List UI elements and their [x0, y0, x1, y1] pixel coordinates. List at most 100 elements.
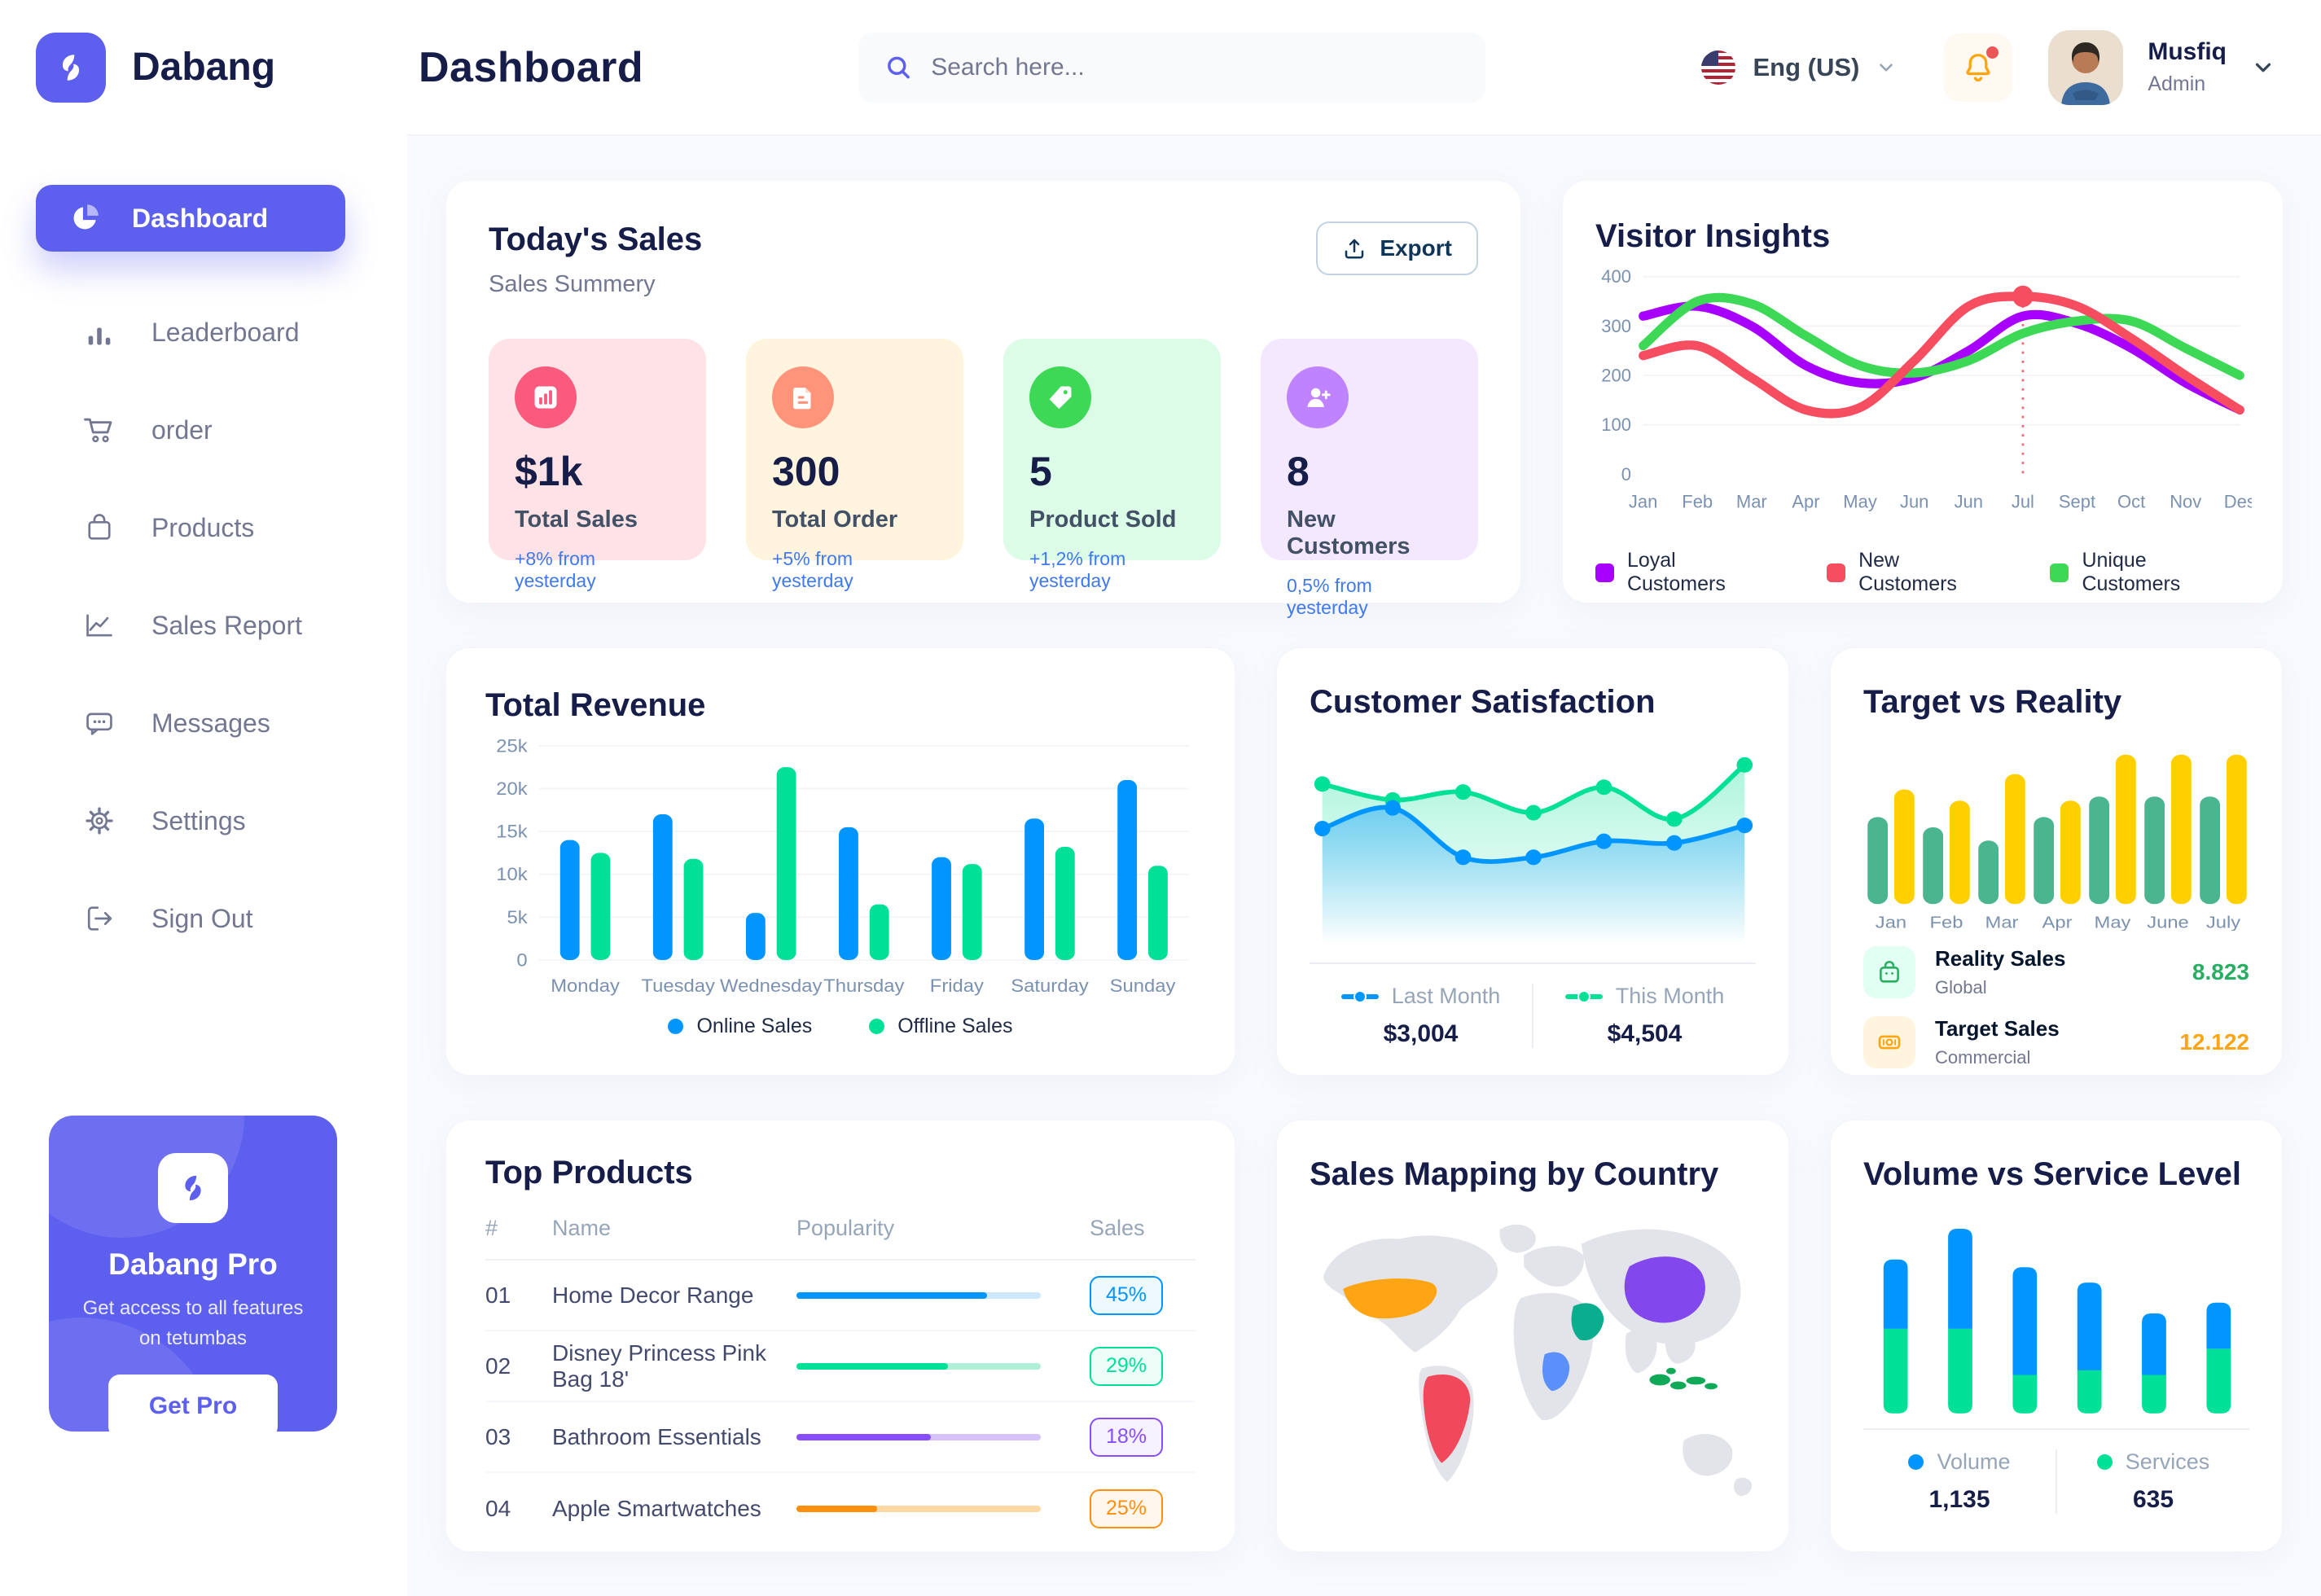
sidebar: Dashboard Leaderboard [0, 134, 407, 1596]
table-row[interactable]: 04 Apple Smartwatches 25% [485, 1473, 1196, 1544]
export-button[interactable]: Export [1316, 221, 1478, 275]
sidebar-nav: Dashboard Leaderboard [0, 134, 407, 983]
legend-label: Offline Sales [897, 1015, 1013, 1037]
search-icon [888, 56, 910, 78]
sidebar-item-order[interactable]: order [0, 397, 407, 463]
sidebar-item-messages[interactable]: Messages [0, 690, 407, 756]
svg-text:5k: 5k [507, 906, 528, 927]
product-name: Disney Princess Pink Bag 18' [552, 1340, 766, 1392]
table-row[interactable]: 03 Bathroom Essentials 18% [485, 1402, 1196, 1473]
row-3: Top Products # Name Popularity Sales 01 … [445, 1120, 2284, 1552]
svg-text:300: 300 [1601, 316, 1631, 336]
svg-text:Jun: Jun [1955, 491, 1983, 511]
reality-sales-row: Reality Sales Global 8.823 [1863, 946, 2249, 998]
sales-stat-cards: $1k Total Sales +8% from yesterday [489, 339, 1478, 618]
sidebar-item-products[interactable]: Products [0, 494, 407, 561]
stat-card-product-sold: 5 Product Sold +1,2% from yesterday [1003, 339, 1221, 591]
col-popularity: Popularity [796, 1216, 895, 1240]
target-sales-value: 12.122 [2179, 1029, 2249, 1054]
svg-text:0: 0 [516, 949, 527, 970]
row-1: Today's Sales Sales Summery Export [445, 180, 2284, 618]
svg-text:Nov: Nov [2170, 491, 2202, 511]
svg-text:Feb: Feb [1682, 491, 1713, 511]
avatar[interactable] [2048, 29, 2124, 105]
popularity-bar [796, 1505, 1041, 1512]
sidebar-item-label: Settings [151, 805, 246, 835]
svg-text:Sunday: Sunday [1110, 976, 1176, 996]
legend-label: Services [2125, 1449, 2210, 1474]
visitor-insights-title: Visitor Insights [1595, 218, 1831, 254]
product-name: Bathroom Essentials [552, 1423, 761, 1449]
stat-label: Total Sales [515, 506, 638, 533]
total-revenue-legend: Online Sales Offline Sales [485, 1015, 1196, 1038]
legend-sublabel: Global [1935, 977, 1987, 998]
sidebar-item-sign-out[interactable]: Sign Out [0, 885, 407, 952]
svg-text:Tuesday: Tuesday [641, 976, 715, 996]
world-map [1323, 1224, 1753, 1497]
unique-customers-swatch [2050, 563, 2069, 582]
sales-badge: 29% [1090, 1346, 1163, 1386]
total-revenue-card: Total Revenue 0 5k 10k 15k 20k 25k Monday Tuesd… [445, 647, 1235, 1076]
visitor-insights-card: Visitor Insights 0 100 200 300 400 Jan Feb Mar A… [1562, 180, 2284, 603]
user-block[interactable]: Musfiq Admin [2148, 38, 2227, 96]
dabang-logo-icon [62, 54, 80, 81]
stat-delta: +1,2% from yesterday [1029, 548, 1126, 591]
last-month-marker [1340, 989, 1379, 1003]
svg-text:Friday: Friday [930, 976, 985, 996]
svg-text:0: 0 [1621, 464, 1631, 484]
legend-label: This Month [1615, 984, 1725, 1008]
notifications-button[interactable] [1944, 33, 2013, 102]
svg-text:Saturday: Saturday [1011, 976, 1089, 996]
get-pro-button[interactable]: Get Pro [108, 1375, 278, 1432]
brand-logo[interactable] [36, 32, 106, 103]
col-sales: Sales [1090, 1216, 1145, 1240]
chevron-down-icon [1880, 63, 1893, 72]
svg-text:Sept: Sept [2059, 491, 2096, 511]
offline-sales-dot [869, 1019, 885, 1034]
search-input[interactable] [931, 53, 1460, 81]
sales-mapping-title: Sales Mapping by Country [1310, 1156, 1719, 1192]
language-selector[interactable]: Eng (US) [1700, 50, 1897, 86]
sidebar-item-label: Messages [151, 708, 270, 738]
brand-name: Dabang [132, 46, 276, 89]
sidebar-item-label: order [151, 414, 213, 445]
svg-text:May: May [2095, 913, 2132, 931]
gear-icon [81, 803, 117, 839]
sales-mapping-card: Sales Mapping by Country [1276, 1120, 1789, 1552]
sidebar-item-dashboard[interactable]: Dashboard [36, 185, 345, 252]
user-menu-chevron-icon[interactable] [2251, 55, 2275, 80]
new-customer-icon [1287, 366, 1349, 428]
total-revenue-title: Total Revenue [485, 687, 706, 723]
volume-vs-service-card: Volume vs Service Level Volume 1,135 Ser… [1830, 1120, 2283, 1552]
brand: Dabang [0, 32, 407, 103]
table-row[interactable]: 02 Disney Princess Pink Bag 18' 29% [485, 1331, 1196, 1402]
todays-sales-subtitle: Sales Summery [489, 271, 656, 297]
svg-text:200: 200 [1601, 365, 1631, 385]
table-row[interactable]: 01 Home Decor Range 45% [485, 1261, 1196, 1331]
svg-text:Oct: Oct [2117, 491, 2146, 511]
svg-text:Apr: Apr [2042, 913, 2073, 931]
pro-title: Dabang Pro [108, 1247, 278, 1281]
search-bar[interactable] [858, 32, 1486, 103]
volume-dot [1908, 1454, 1924, 1470]
online-sales-dot [668, 1019, 684, 1034]
svg-text:Mar: Mar [1736, 491, 1767, 511]
us-flag-icon [1701, 50, 1736, 85]
sidebar-item-sales-report[interactable]: Sales Report [0, 592, 407, 659]
svg-text:Wednesday: Wednesday [720, 976, 823, 996]
svg-text:Monday: Monday [551, 976, 620, 996]
sidebar-item-settings[interactable]: Settings [0, 787, 407, 854]
stat-value: 5 [1029, 449, 1052, 494]
stat-label: New Customers [1287, 506, 1411, 559]
sidebar-item-label: Products [151, 512, 255, 542]
product-name: Home Decor Range [552, 1282, 754, 1308]
stat-card-total-order: 300 Total Order +5% from yesterday [746, 339, 963, 591]
avatar-image [2048, 29, 2124, 105]
top-products-card: Top Products # Name Popularity Sales 01 … [445, 1120, 1235, 1552]
sidebar-item-label: Sales Report [151, 610, 302, 640]
main-content: Today's Sales Sales Summery Export [407, 134, 2321, 1596]
visitor-insights-chart: 0 100 200 300 400 Jan Feb Mar Apr May Jun Jun Jul Sep… [1601, 266, 2256, 512]
svg-text:Des: Des [2224, 491, 2252, 511]
sidebar-item-leaderboard[interactable]: Leaderboard [0, 299, 407, 366]
svg-text:20k: 20k [496, 778, 528, 799]
